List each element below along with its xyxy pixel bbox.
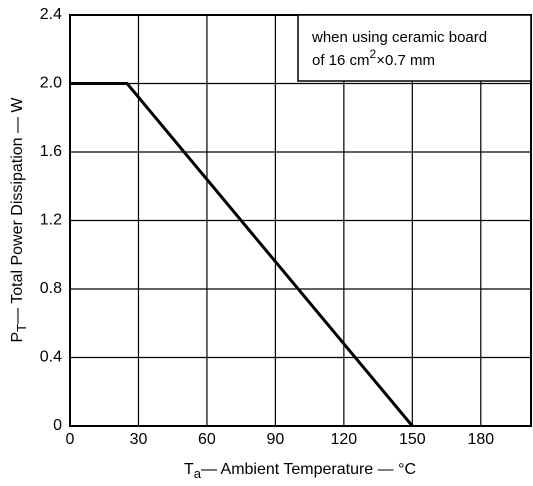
x-label-sub: a [194, 466, 202, 481]
y-label-main: P [9, 332, 26, 343]
x-tick-label: 60 [198, 431, 216, 448]
y-tick-label: 0.8 [40, 280, 62, 297]
x-tick-label: 0 [66, 431, 75, 448]
y-tick-label: 0 [53, 417, 62, 434]
y-tick-label: 2.0 [40, 75, 62, 92]
y-tick-label: 1.2 [40, 212, 62, 229]
x-label-rest: — Ambient Temperature — °C [201, 461, 416, 478]
annotation-sup: 2 [370, 47, 377, 61]
y-axis-label: PT— Total Power Dissipation — W [9, 97, 29, 343]
y-tick-label: 1.6 [40, 143, 62, 160]
y-tick-label: 0.4 [40, 349, 62, 366]
x-label-main: T [184, 461, 194, 478]
x-tick-label: 30 [130, 431, 148, 448]
y-label-sub: T [14, 324, 29, 332]
x-tick-label: 150 [399, 431, 426, 448]
data-line [70, 82, 414, 427]
annotation-box [297, 14, 532, 82]
x-axis-label: Ta— Ambient Temperature — °C [184, 461, 416, 481]
x-tick-label: 120 [331, 431, 358, 448]
annotation-text: ×0.7 mm [376, 52, 435, 69]
y-label-rest: — Total Power Dissipation — W [9, 97, 26, 324]
annotation-text: of 16 cm [312, 52, 370, 69]
annotation-line: when using ceramic board [311, 29, 487, 46]
x-tick-label: 90 [266, 431, 284, 448]
y-tick-label: 2.4 [40, 6, 62, 23]
x-tick-label: 180 [467, 431, 494, 448]
annotation-line: of 16 cm2×0.7 mm [312, 47, 435, 69]
